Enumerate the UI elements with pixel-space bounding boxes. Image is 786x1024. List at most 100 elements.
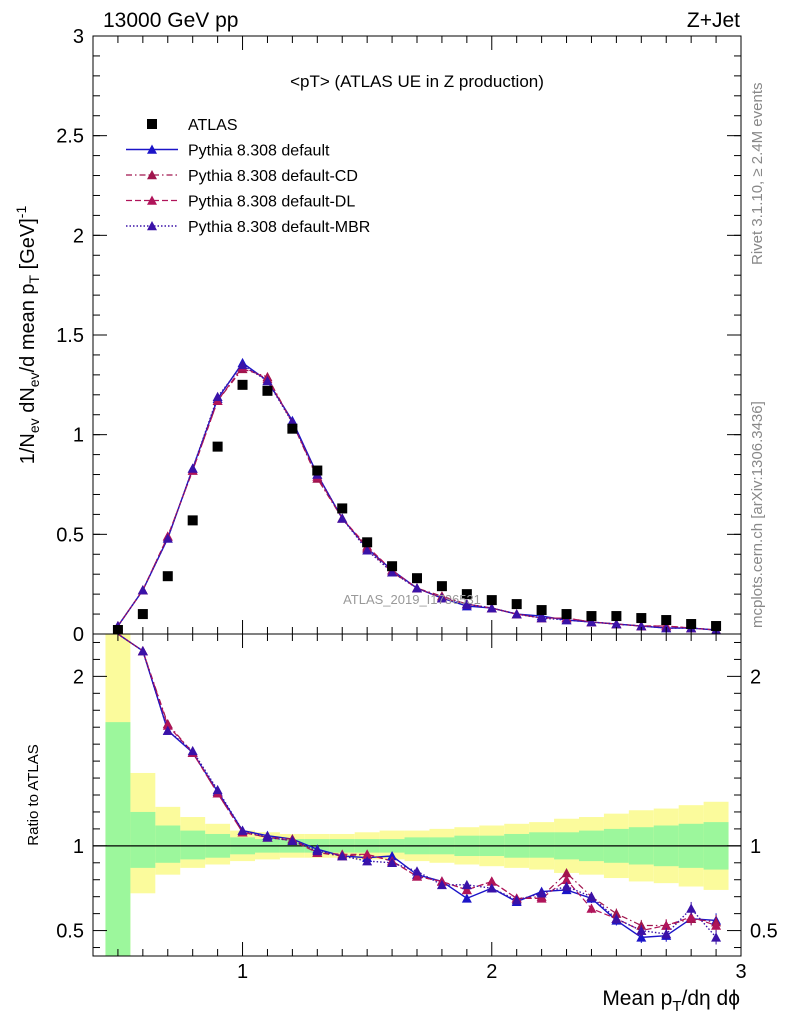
main-marker-pythia-8-308-default-mbr	[412, 583, 422, 593]
legend-label-pythia-8-308-default-cd: Pythia 8.308 default-CD	[188, 168, 358, 185]
main-data-point	[237, 379, 248, 390]
ratio-axis-ticks	[92, 634, 742, 956]
rivet-version-text: Rivet 3.1.10, ≥ 2.4M events	[749, 83, 766, 266]
ratio-y-tick-label: 1	[73, 836, 84, 858]
main-data-point	[661, 615, 672, 626]
ratio-marker-pythia-8-308-default-dl	[711, 920, 722, 930]
ratio-y-axis-label: Ratio to ATLAS	[25, 744, 42, 845]
ratio-y-tick-label-right: 2	[750, 666, 761, 688]
legend-marker-pythia-8-308-default-dl	[147, 195, 157, 205]
ratio-marker-pythia-8-308-default-mbr	[212, 784, 223, 795]
main-data-point	[312, 465, 323, 476]
ratio-marker-pythia-8-308-default-mbr	[287, 835, 298, 846]
main-data-point	[511, 599, 522, 610]
ratio-marker-pythia-8-308-default-dl	[362, 849, 373, 859]
ratio-band-inner	[130, 811, 156, 868]
ratio-x-tick-labels: 1 2 3	[237, 961, 747, 983]
legend-label-pythia-8-308-default: Pythia 8.308 default	[188, 143, 330, 160]
main-y-tick-label: 1.5	[56, 325, 84, 347]
main-data-point	[362, 537, 373, 548]
main-y-tick-label: 2	[73, 225, 84, 247]
ratio-panel: 0.5 0.5 1 1 2 2 1 2 3 Ratio to ATLAS Mean pT/dη…	[25, 633, 778, 1015]
ratio-marker-pythia-8-308-default-mbr	[187, 745, 198, 756]
ratio-marker-pythia-8-308-default-dl	[661, 920, 672, 930]
y-label-sub-ev: ev	[26, 418, 42, 433]
ratio-marker-pythia-8-308-default-dl	[162, 720, 173, 730]
main-data-point	[137, 609, 148, 620]
main-data-point	[686, 619, 697, 630]
main-data-point	[287, 423, 298, 434]
main-y-tick-labels: 0 0.5 1 1.5 2 2.5 3	[56, 26, 84, 646]
ratio-marker-pythia-8-308-default-mbr	[536, 888, 547, 898]
ratio-band-inner	[180, 830, 206, 860]
main-marker-pythia-8-308-default-mbr	[237, 359, 248, 370]
main-y-tick-label: 3	[73, 26, 84, 48]
main-marker-pythia-8-308-default-mbr	[262, 375, 273, 386]
main-marker-pythia-8-308-default-mbr	[337, 513, 348, 523]
main-marker-pythia-8-308-default-mbr	[212, 391, 223, 402]
ratio-marker-pythia-8-308-default-mbr	[686, 903, 697, 913]
y-label-sup: -1	[13, 206, 29, 219]
main-marker-pythia-8-308-default-mbr	[536, 613, 547, 623]
ratio-marker-pythia-8-308-default-cd	[611, 908, 622, 918]
main-marker-pythia-8-308-default-mbr	[137, 585, 148, 595]
ratio-line-pythia-8-308-default-mbr	[117, 633, 717, 938]
ratio-marker-pythia-8-308-default-mbr	[586, 891, 597, 901]
ratio-marker-pythia-8-308-default-mbr	[387, 857, 398, 868]
ratio-band-inner	[529, 832, 555, 858]
y-label-part-1: 1/N	[17, 433, 39, 464]
main-y-tick-label: 0	[73, 624, 84, 646]
x-label-rest: /dη dϕ	[682, 987, 740, 1010]
ratio-marker-pythia-8-308-default-mbr	[237, 825, 248, 835]
ratio-marker-pythia-8-308-default-mbr	[711, 932, 722, 942]
main-marker-pythia-8-308-default-mbr	[561, 615, 572, 625]
legend-marker-atlas	[147, 119, 157, 129]
ratio-marker-pythia-8-308-default-dl	[486, 876, 497, 886]
ratio-marker-pythia-8-308-default-mbr	[312, 845, 323, 856]
header-right-text: Z+Jet	[687, 9, 740, 32]
ratio-y-tick-label-right: 1	[750, 836, 761, 858]
main-data-point	[561, 609, 572, 620]
main-marker-pythia-8-308-default-mbr	[611, 619, 622, 629]
ratio-marker-pythia-8-308-default-mbr	[636, 925, 647, 935]
ratio-marker-pythia-8-308-default-mbr	[262, 832, 273, 842]
main-y-tick-label: 0.5	[56, 524, 84, 546]
x-label-sub: T	[672, 998, 681, 1015]
ratio-marker-pythia-8-308-default-dl	[412, 871, 422, 881]
ratio-plot-marks	[93, 633, 741, 956]
ratio-marker-pythia-8-308-default-mbr	[162, 725, 173, 735]
main-panel: 0 0.5 1 1.5 2 2.5 3 <pT> (ATLAS UE in Z produc…	[13, 26, 742, 646]
ratio-marker-pythia-8-308-default-mbr	[362, 856, 373, 866]
ratio-marker-pythia-8-308-default-dl	[686, 912, 697, 922]
main-data-point	[262, 385, 273, 396]
ratio-y-tick-labels: 0.5 0.5 1 1 2 2	[56, 666, 778, 942]
main-marker-pythia-8-308-default-mbr	[187, 463, 198, 473]
ratio-marker-pythia-8-308-default-mbr	[436, 879, 447, 890]
main-marker-pythia-8-308-default-mbr	[162, 533, 173, 543]
main-data-point	[536, 605, 547, 616]
ratio-marker-pythia-8-308-default-dl	[561, 874, 572, 884]
legend-marker-pythia-8-308-default-mbr	[147, 221, 157, 231]
ratio-marker-pythia-8-308-default-dl	[586, 903, 597, 913]
y-label-sub-ev-2: ev	[26, 372, 42, 387]
y-label-sub-T: T	[26, 274, 42, 283]
main-y-axis-label: 1/Nev dNev/d mean pT [GeV]-1	[13, 206, 42, 465]
ratio-y-tick-label: 2	[73, 666, 84, 688]
main-axis-ticks	[92, 35, 742, 635]
main-data-point	[187, 515, 198, 526]
main-marker-pythia-8-308-default-mbr	[362, 545, 373, 555]
main-marker-pythia-8-308-default-mbr	[636, 621, 647, 631]
ratio-line-pythia-8-308-default-cd	[117, 633, 717, 927]
main-data-point	[387, 561, 398, 572]
legend-label-pythia-8-308-default-mbr: Pythia 8.308 default-MBR	[188, 219, 370, 236]
ratio-marker-pythia-8-308-default-mbr	[511, 895, 522, 905]
main-data-point	[711, 621, 722, 632]
main-data-point	[412, 573, 422, 584]
ratio-marker-pythia-8-308-default-dl	[461, 884, 472, 895]
x-tick-label: 2	[486, 961, 497, 983]
x-tick-label: 1	[237, 961, 248, 983]
main-data-point	[337, 503, 348, 514]
y-label-part-3: /d mean p	[17, 283, 39, 372]
main-data-point	[436, 581, 447, 592]
ratio-marker-pythia-8-308-default-cd	[561, 867, 572, 878]
